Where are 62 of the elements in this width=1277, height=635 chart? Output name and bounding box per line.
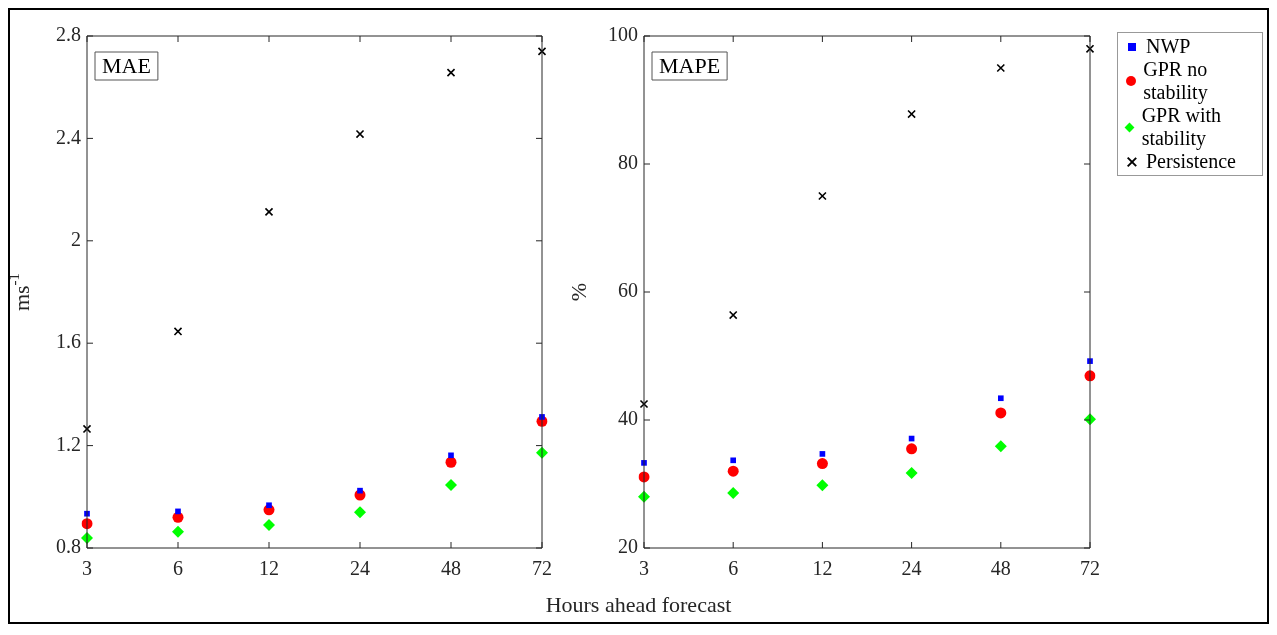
y-tick-label: 80 (618, 151, 638, 174)
point (264, 207, 274, 217)
point (266, 502, 272, 509)
x-tick-label: 48 (441, 557, 461, 580)
y-tick-label: 2.4 (56, 125, 81, 148)
point (906, 443, 918, 455)
y-tick-label: 60 (618, 279, 638, 302)
point (173, 327, 183, 336)
point (994, 440, 1007, 453)
point (446, 68, 456, 77)
point (816, 479, 829, 492)
x-axis-title: Hours ahead forecast (544, 592, 733, 618)
y-tick-label: 2.8 (56, 23, 81, 46)
point (355, 129, 365, 139)
point (354, 506, 366, 519)
point (996, 63, 1006, 73)
point (357, 487, 363, 494)
legend-label: GPR with stability (1141, 104, 1223, 150)
y-tick-label: 40 (618, 407, 638, 430)
point (997, 395, 1004, 402)
point (728, 310, 738, 320)
point (263, 518, 275, 531)
x-tick-label: 12 (812, 557, 833, 580)
y-tick-label: 2 (71, 228, 81, 251)
point (727, 486, 740, 499)
point (1085, 44, 1095, 54)
point (905, 467, 918, 480)
x-tick-label: 3 (639, 557, 649, 580)
point (730, 457, 737, 464)
point (639, 399, 649, 409)
x-tick-label: 72 (532, 557, 552, 580)
annotation: MAE (102, 52, 151, 78)
point (818, 191, 827, 201)
x-tick-label: 3 (82, 557, 92, 580)
annotation: MAPE (659, 52, 721, 78)
x-tick-label: 24 (350, 557, 370, 580)
legend-label: Persistence (1146, 150, 1236, 173)
point (819, 451, 826, 457)
x-tick-label: 24 (901, 557, 922, 580)
point (907, 109, 916, 119)
point (816, 458, 828, 470)
point (175, 508, 181, 515)
point (445, 479, 457, 492)
y-tick-label: 0.8 (56, 535, 81, 558)
y-tick-label: 1.6 (56, 330, 81, 353)
y-axis-title: % (566, 282, 591, 302)
x-tick-label: 48 (990, 557, 1011, 580)
y-tick-label: 100 (608, 23, 638, 46)
point (727, 465, 739, 477)
x-tick-label: 12 (259, 557, 279, 580)
point (537, 47, 547, 56)
legend-label: NWP (1146, 35, 1191, 58)
y-tick-label: 20 (618, 535, 638, 558)
x-tick-label: 6 (173, 557, 183, 580)
x-tick-label: 6 (728, 557, 739, 580)
x-tick-label: 72 (1080, 557, 1100, 580)
point (172, 525, 184, 538)
point (448, 452, 454, 459)
legend-label: GPR no stability (1143, 58, 1209, 104)
y-tick-label: 1.2 (56, 432, 81, 455)
point (82, 424, 92, 434)
point (995, 407, 1007, 419)
